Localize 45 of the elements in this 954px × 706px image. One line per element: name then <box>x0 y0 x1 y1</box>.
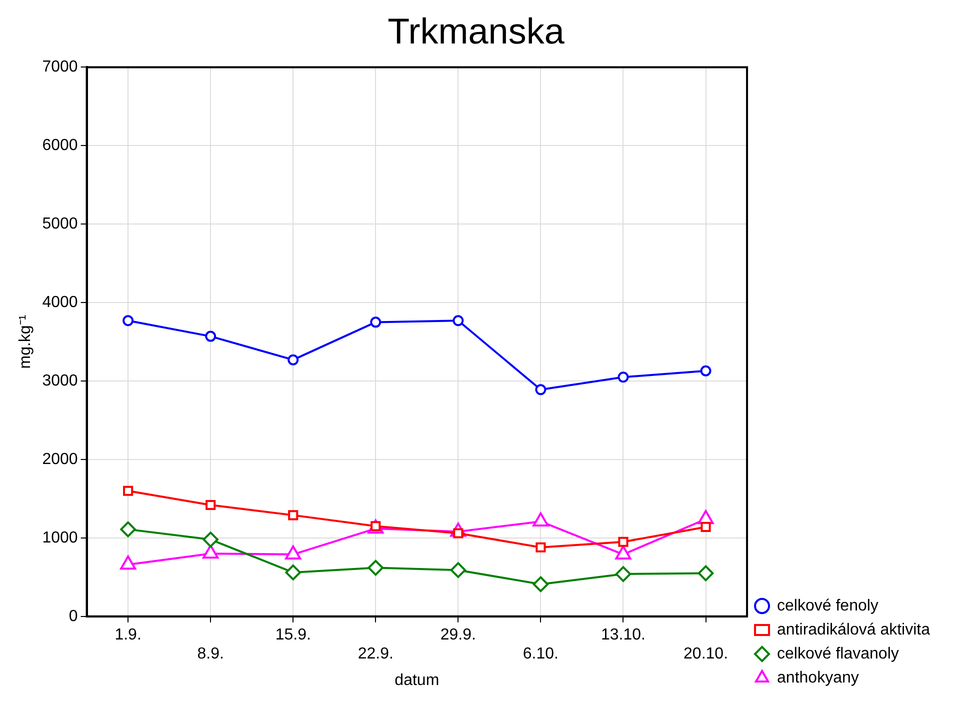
point <box>698 565 714 582</box>
y-tick-label: 7000 <box>42 58 78 76</box>
x-tick-label: 1.9. <box>114 626 142 644</box>
y-tick-label: 5000 <box>42 216 78 233</box>
point <box>206 500 216 510</box>
x-tick-label: 29.9. <box>440 626 476 644</box>
point <box>370 316 382 328</box>
point <box>700 522 711 532</box>
y-axis-title: mg.kg⁻¹ <box>17 314 34 369</box>
legend-label: anthokyany <box>777 669 859 686</box>
legend-label: antiradikálová aktivita <box>777 621 930 638</box>
legend-label: celkové flavanoly <box>777 645 899 662</box>
point <box>618 536 628 547</box>
point <box>285 564 302 580</box>
x-tick-label: 22.9. <box>358 646 394 663</box>
point <box>368 560 384 576</box>
point <box>205 330 216 342</box>
x-tick-label: 20.10. <box>684 646 728 663</box>
point <box>202 532 218 548</box>
legend-label: celkové fenoly <box>777 597 878 614</box>
point <box>120 521 136 538</box>
point <box>288 510 298 520</box>
x-axis-title: datum <box>394 672 440 689</box>
point <box>123 486 134 496</box>
x-tick-label: 13.10. <box>600 626 646 644</box>
point <box>288 354 299 366</box>
point <box>122 315 134 326</box>
point <box>452 315 464 326</box>
y-tick-label: 3000 <box>42 372 78 390</box>
y-tick-label: 4000 <box>42 294 78 311</box>
point <box>536 542 546 552</box>
point <box>615 566 632 582</box>
y-tick-label: 6000 <box>42 137 78 154</box>
x-tick-label: 8.9. <box>197 646 224 663</box>
point <box>532 576 549 592</box>
chart-title: Trkmanska <box>388 10 566 52</box>
point <box>700 365 712 376</box>
point <box>535 384 546 396</box>
point <box>618 372 629 383</box>
point <box>450 562 466 578</box>
x-tick-label: 15.9. <box>275 626 311 644</box>
y-tick-label: 0 <box>68 608 78 625</box>
x-tick-label: 6.10. <box>522 646 559 663</box>
y-tick-label: 2000 <box>42 450 78 468</box>
y-tick-label: 1000 <box>42 529 78 546</box>
